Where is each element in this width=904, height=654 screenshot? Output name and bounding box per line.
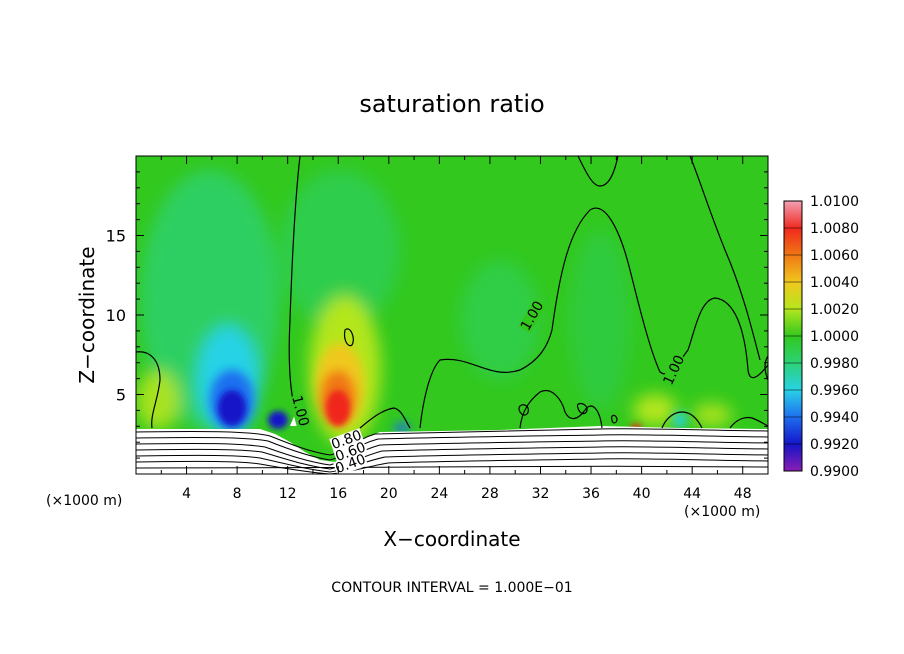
- x-tick-label-9: 40: [633, 486, 651, 502]
- plot-area: 1.00 1.00 1.00 0.80 0.60 0.40: [136, 156, 768, 474]
- colorbar-label-9: 0.9920: [810, 437, 859, 453]
- x-tick-label-3: 16: [329, 486, 347, 502]
- colorbar-segment-4: [784, 309, 802, 337]
- field-blobs: [136, 170, 732, 445]
- y-axis-ticks: 5 10 15: [106, 171, 768, 459]
- contour-label-bg-5: [333, 440, 369, 465]
- colorbar-segment-0: [784, 201, 802, 229]
- terrain-contours: [136, 428, 768, 474]
- colorbar-label-1: 1.0080: [810, 221, 859, 237]
- colorbar-segment-9: [784, 444, 802, 472]
- colorbar-segment-1: [784, 228, 802, 256]
- yellow-green-left-edge: [136, 370, 180, 430]
- colorbar-label-3: 1.0040: [810, 275, 859, 291]
- blue-small-20: [394, 423, 410, 433]
- x-tick-label-4: 20: [380, 486, 398, 502]
- colorbar-segment-8: [784, 417, 802, 445]
- x-tick-label-8: 36: [582, 486, 600, 502]
- colorbar-label-4: 1.0020: [810, 302, 859, 318]
- contour-label-bg-6: [333, 452, 369, 474]
- colorbar-segment-6: [784, 363, 802, 391]
- colorbar-segment-5: [784, 336, 802, 364]
- colorbar-label-5: 1.0000: [810, 329, 859, 345]
- contour-interval-note: CONTOUR INTERVAL = 1.000E−01: [331, 580, 572, 596]
- colorbar-label-8: 0.9940: [810, 410, 859, 426]
- contour-label-bg-2: [661, 352, 688, 388]
- x-tick-label-10: 44: [683, 486, 701, 502]
- colorbar-segment-3: [784, 282, 802, 310]
- contour-label-bg-1: [518, 298, 547, 334]
- x-tick-label-5: 24: [430, 486, 448, 502]
- x-axis-ticks: 4 8 12 16 20 24 28 32 36 40 44 48: [160, 156, 752, 502]
- x-axis-unit-left: (×1000 m): [46, 493, 122, 509]
- colorbar-label-10: 0.9900: [810, 464, 859, 480]
- dark-blue-blob: [218, 390, 246, 426]
- colorbar: 1.0100 1.0080 1.0060 1.0040 1.0020 1.0000 0.99…: [783, 194, 859, 480]
- contour-lines-1: [136, 156, 768, 429]
- contour-label-bg-4: [329, 428, 365, 453]
- light-green-band-mid: [280, 170, 400, 330]
- blue-small-43: [673, 412, 687, 428]
- yellow-green-right: [633, 394, 677, 426]
- red-blob: [326, 390, 350, 426]
- x-tick-label-2: 12: [279, 486, 297, 502]
- dark-blue-12: [268, 411, 288, 429]
- colorbar-label-6: 0.9980: [810, 356, 859, 372]
- y-tick-label-2: 15: [106, 227, 126, 246]
- contour-label-bg-3: [288, 393, 311, 429]
- yellow-green-44: [692, 403, 732, 427]
- y-tick-label-1: 10: [106, 306, 126, 325]
- x-axis-unit-right: (×1000 m): [684, 504, 760, 520]
- x-tick-label-1: 8: [233, 486, 242, 502]
- colorbar-label-7: 0.9960: [810, 383, 859, 399]
- contour-label-3: 1.00: [288, 394, 312, 428]
- chart-title: saturation ratio: [359, 90, 544, 118]
- y-axis-label: Z−coordinate: [75, 246, 99, 383]
- x-tick-label-11: 48: [734, 486, 752, 502]
- x-tick-label-7: 32: [532, 486, 550, 502]
- y-tick-label-0: 5: [116, 386, 126, 405]
- light-green-band-right: [460, 260, 540, 380]
- x-axis-label: X−coordinate: [383, 527, 520, 551]
- colorbar-label-0: 1.0100: [810, 194, 859, 210]
- colorbar-segment-2: [784, 255, 802, 283]
- light-green-band-36: [570, 230, 630, 410]
- x-tick-label-0: 4: [182, 486, 191, 502]
- x-tick-label-6: 28: [481, 486, 499, 502]
- colorbar-segment-7: [784, 390, 802, 418]
- terrain-mask: [136, 426, 768, 474]
- colorbar-label-2: 1.0060: [810, 248, 859, 264]
